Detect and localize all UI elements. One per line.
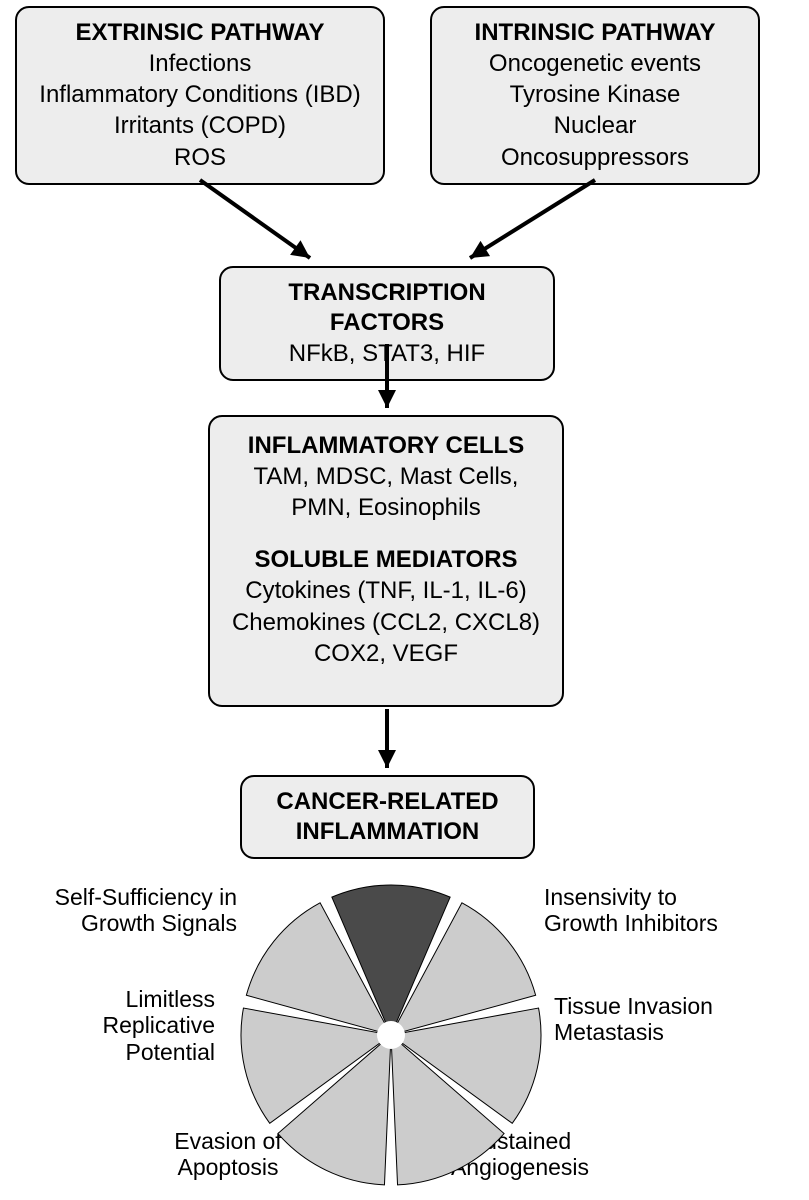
transcription-title: TRANSCRIPTION FACTORS	[237, 278, 537, 338]
cancer-title-line: INFLAMMATION	[258, 817, 517, 847]
inflammatory-item: Cytokines (TNF, IL-1, IL-6)	[226, 575, 546, 606]
pie-label: Insensivity toGrowth Inhibitors	[544, 884, 774, 937]
inflammatory-item: PMN, Eosinophils	[226, 492, 546, 523]
pie-slice	[246, 903, 391, 1035]
intrinsic-item: Oncosuppressors	[448, 142, 742, 173]
pie-label: Tissue InvasionMetastasis	[554, 993, 774, 1046]
pie-slice	[391, 1008, 541, 1123]
inflammatory-item: COX2, VEGF	[226, 638, 546, 669]
extrinsic-item: Irritants (COPD)	[33, 110, 367, 141]
extrinsic-item: Inflammatory Conditions (IBD)	[33, 79, 367, 110]
intrinsic-pathway-box: INTRINSIC PATHWAY Oncogenetic events Tyr…	[430, 6, 760, 185]
transcription-subtitle: NFkB, STAT3, HIF	[237, 338, 537, 369]
pie-slice	[332, 885, 450, 1035]
intrinsic-item: Oncogenetic events	[448, 48, 742, 79]
inflammatory-item: Chemokines (CCL2, CXCL8)	[226, 607, 546, 638]
extrinsic-item: Infections	[33, 48, 367, 79]
extrinsic-pathway-box: EXTRINSIC PATHWAY Infections Inflammator…	[15, 6, 385, 185]
pie-slice	[391, 903, 536, 1035]
inflammatory-item: TAM, MDSC, Mast Cells,	[226, 461, 546, 492]
pie-label: SustainedAngiogenesis	[420, 1128, 620, 1181]
extrinsic-title: EXTRINSIC PATHWAY	[33, 18, 367, 48]
intrinsic-item: Tyrosine Kinase	[448, 79, 742, 110]
cancer-related-inflammation-box: CANCER-RELATED INFLAMMATION	[240, 775, 535, 859]
inflammatory-cells-title: INFLAMMATORY CELLS	[226, 431, 546, 461]
pie-label: Self-Sufficiency inGrowth Signals	[27, 884, 237, 937]
pie-slice	[241, 1008, 391, 1123]
cancer-title-line: CANCER-RELATED	[258, 787, 517, 817]
soluble-mediators-title: SOLUBLE MEDIATORS	[226, 545, 546, 575]
intrinsic-item: Nuclear	[448, 110, 742, 141]
extrinsic-item: ROS	[33, 142, 367, 173]
pie-label: Evasion ofApoptosis	[148, 1128, 308, 1181]
transcription-factors-box: TRANSCRIPTION FACTORS NFkB, STAT3, HIF	[219, 266, 555, 381]
inflammatory-box: INFLAMMATORY CELLS TAM, MDSC, Mast Cells…	[208, 415, 564, 707]
pie-label: LimitlessReplicativePotential	[40, 986, 215, 1065]
intrinsic-title: INTRINSIC PATHWAY	[448, 18, 742, 48]
